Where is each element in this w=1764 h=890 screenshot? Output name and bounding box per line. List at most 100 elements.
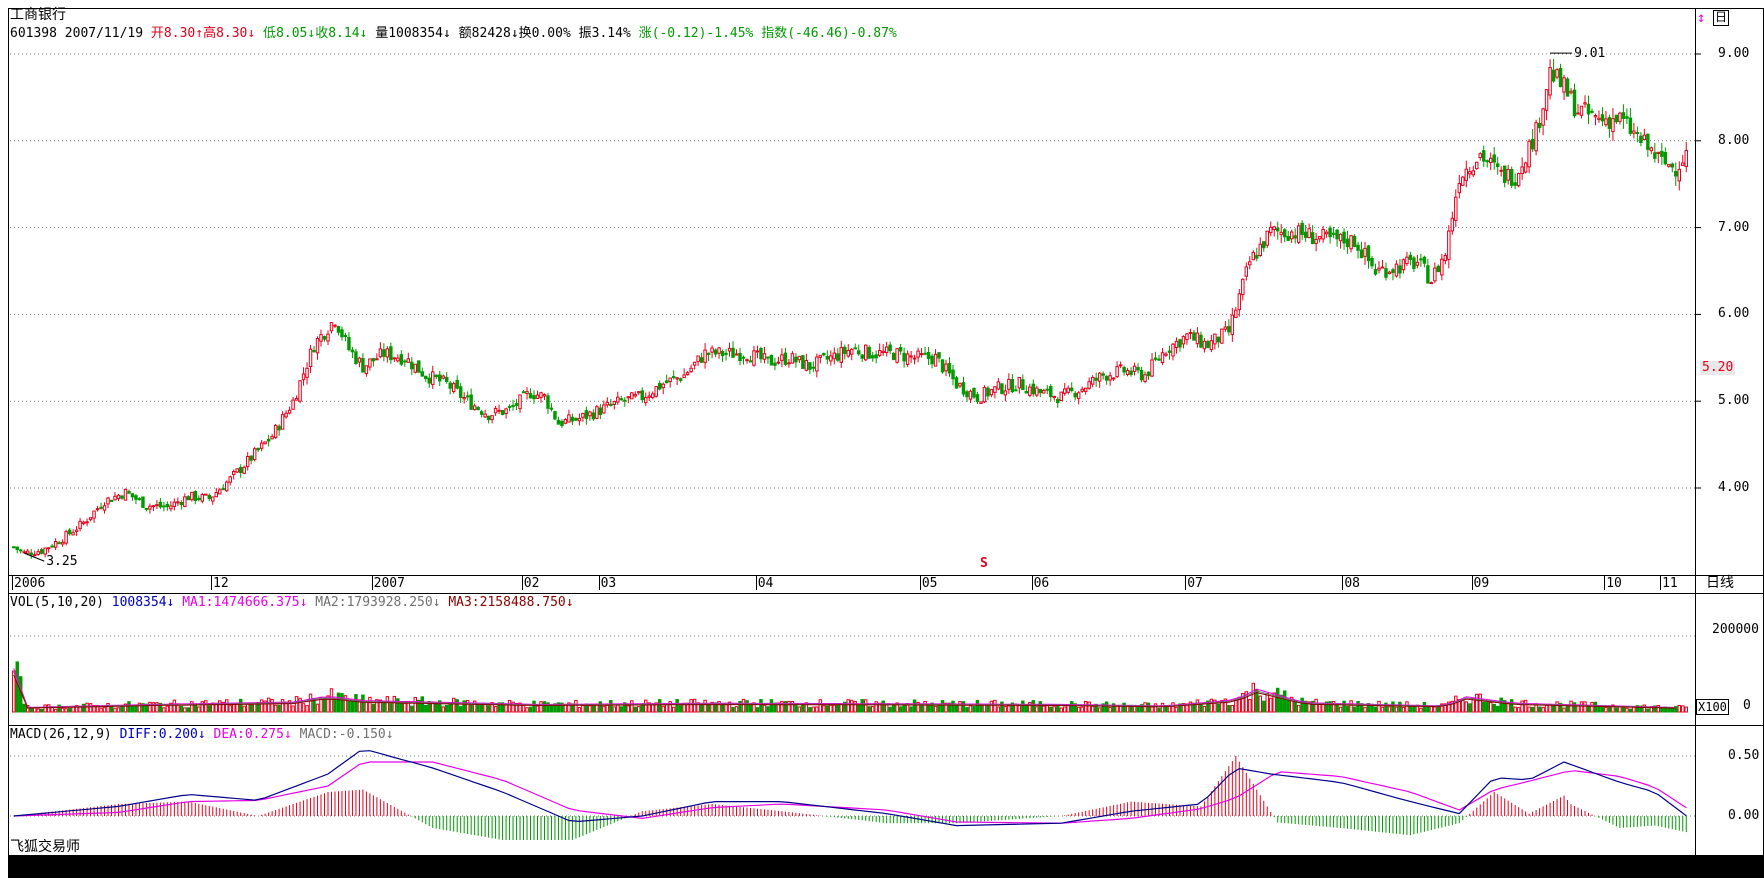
candle-body: [1639, 135, 1643, 143]
low-annotation-line: [24, 552, 45, 562]
volume-bar: [825, 705, 830, 713]
volume-bar: [1488, 702, 1493, 713]
volume-bar: [940, 700, 945, 713]
candle-body: [1405, 256, 1409, 265]
volume-bar: [329, 688, 334, 713]
volume-bar: [490, 702, 494, 713]
candle-body: [808, 362, 812, 370]
candle-body: [1136, 367, 1140, 371]
volume-bar: [511, 701, 515, 713]
volume-bar: [22, 703, 26, 713]
volume-bar: [231, 704, 236, 713]
candle-body: [368, 358, 372, 368]
candle-body: [1066, 387, 1070, 393]
quote-date: 2007/11/19: [64, 26, 144, 41]
volume-bar: [1307, 701, 1311, 713]
candle-body: [486, 415, 491, 421]
candle-body: [326, 333, 330, 342]
candle-body: [1632, 130, 1636, 134]
candle-body: [252, 448, 257, 461]
volume-bar: [458, 706, 463, 713]
volume-bar: [1530, 706, 1535, 713]
candle-body: [1157, 358, 1161, 361]
volume-bar: [340, 693, 344, 713]
candle-body: [961, 382, 966, 395]
candle-body: [1488, 157, 1493, 163]
volume-bar: [549, 705, 554, 713]
candle-body: [867, 346, 871, 359]
volume-bar: [881, 700, 885, 713]
candle-body: [668, 377, 672, 383]
volume-bar: [280, 699, 285, 713]
candle-body: [15, 546, 19, 551]
candle-body: [1457, 183, 1462, 194]
candle-body: [155, 504, 159, 507]
sort-icon[interactable]: ↕: [1697, 10, 1706, 26]
volume-bar: [1083, 701, 1088, 713]
macd-diff-line: [13, 750, 1687, 827]
candle-body: [1667, 163, 1671, 167]
volume-bar: [396, 698, 400, 713]
volume-bar: [1094, 703, 1098, 713]
volume-bar: [333, 699, 337, 713]
volume-bar: [759, 699, 763, 713]
candle-body: [1314, 238, 1318, 244]
candle-body: [584, 410, 589, 419]
volume-bar: [60, 707, 65, 713]
volume-bar: [1324, 701, 1329, 713]
candle-body: [811, 366, 816, 369]
candle-body: [347, 337, 351, 351]
candle-body: [1482, 150, 1486, 162]
date-axis-label: 11: [1662, 576, 1678, 591]
candle-body: [1049, 386, 1053, 398]
candle-body: [141, 496, 145, 508]
volume-bar: [277, 704, 281, 713]
volume-bar: [637, 706, 641, 713]
candle-body: [109, 499, 114, 502]
volume-bar: [1335, 705, 1339, 713]
volume-bar: [1502, 700, 1507, 713]
period-label[interactable]: 日线: [1706, 575, 1734, 591]
candle-body: [685, 372, 690, 376]
candle-body: [1251, 252, 1256, 261]
volume-bar: [1080, 706, 1084, 713]
candle-body: [794, 356, 798, 363]
candle-body: [53, 540, 58, 548]
volume-bar: [315, 703, 320, 713]
candle-body: [773, 362, 777, 366]
volume-bar: [1265, 692, 1269, 713]
candle-body: [699, 357, 704, 363]
candle-body: [1380, 266, 1385, 269]
candle-body: [863, 344, 868, 361]
candle-body: [745, 359, 749, 362]
volume-bar: [1314, 698, 1318, 713]
volume-bar: [451, 697, 456, 713]
volume-bar: [1000, 701, 1004, 713]
volume-bar: [1674, 706, 1678, 713]
volume-bar: [1677, 705, 1681, 713]
candle-body: [898, 347, 903, 352]
volume-bar: [1555, 701, 1559, 713]
amplitude-value: 3.14%: [591, 26, 631, 41]
candle-body: [1021, 379, 1025, 391]
volume-bar: [1621, 707, 1626, 713]
candle-body: [113, 495, 117, 501]
volume-bar: [1052, 706, 1056, 713]
candle-body: [1502, 165, 1507, 183]
candle-body: [1174, 340, 1179, 349]
volume-bar: [1593, 701, 1598, 713]
down-arrow-icon: ↓: [432, 595, 441, 610]
candle-body: [542, 394, 547, 397]
candle-body: [1244, 266, 1249, 277]
macd-dea-line: [13, 761, 1687, 824]
candle-body: [190, 491, 194, 501]
volume-bar: [1160, 702, 1165, 713]
candle-body: [148, 505, 152, 510]
candle-body: [535, 394, 540, 399]
volume-bar: [403, 702, 407, 713]
candle-body: [60, 541, 65, 545]
candle-body: [1534, 122, 1538, 152]
candle-body: [671, 376, 676, 379]
window-icon[interactable]: 日: [1713, 10, 1729, 26]
